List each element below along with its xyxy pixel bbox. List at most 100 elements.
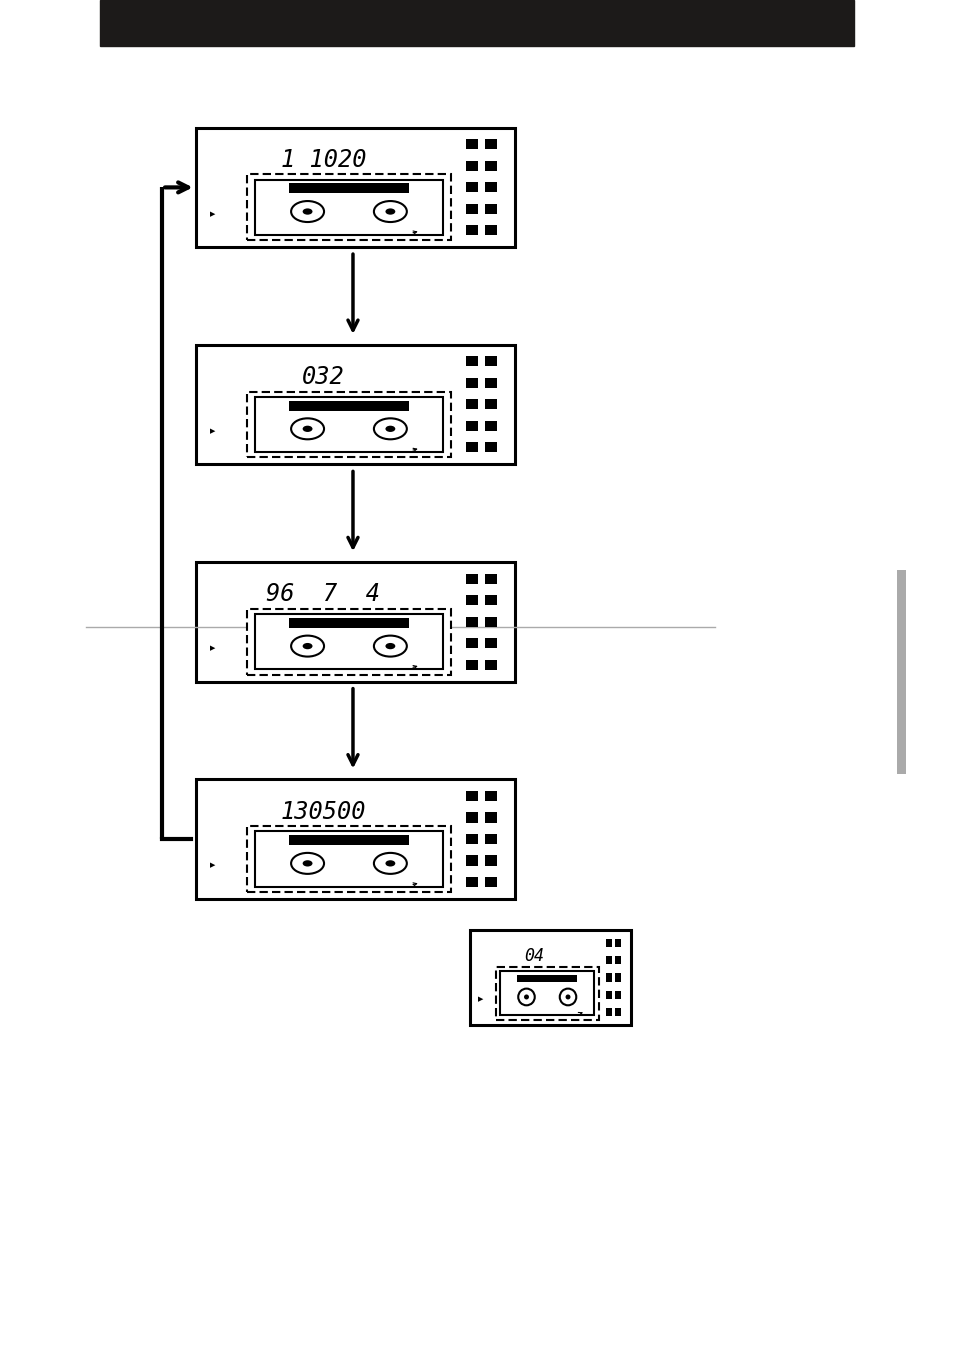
Bar [484, 139, 497, 149]
Text: 04: 04 [524, 947, 544, 966]
Bar [605, 940, 611, 948]
Bar [615, 990, 620, 998]
Text: ▶: ▶ [210, 862, 215, 869]
Bar [254, 614, 442, 669]
Ellipse shape [291, 418, 324, 439]
Bar [605, 956, 611, 964]
Bar [484, 834, 497, 845]
Bar [615, 956, 620, 964]
Bar [247, 391, 451, 458]
Text: ▶: ▶ [210, 428, 215, 435]
Bar [605, 974, 611, 982]
Ellipse shape [374, 853, 406, 873]
Bar [254, 397, 442, 452]
Bar [465, 573, 477, 584]
Bar [484, 812, 497, 823]
Ellipse shape [302, 860, 313, 866]
Text: ▶: ▶ [477, 995, 482, 1002]
Bar [289, 401, 409, 410]
Bar [465, 595, 477, 606]
Bar [247, 826, 451, 892]
Bar [289, 618, 409, 627]
Bar [484, 660, 497, 669]
Ellipse shape [523, 994, 528, 999]
Bar [517, 975, 577, 982]
Ellipse shape [385, 860, 395, 866]
Bar [484, 856, 497, 865]
Bar [465, 812, 477, 823]
Ellipse shape [385, 425, 395, 432]
Bar [484, 573, 497, 584]
Bar [465, 834, 477, 845]
Bar [100, 0, 853, 46]
Bar [465, 638, 477, 648]
Bar [484, 877, 497, 887]
Ellipse shape [302, 208, 313, 215]
Bar [465, 399, 477, 410]
Bar [465, 378, 477, 388]
Bar [465, 160, 477, 171]
Bar [465, 356, 477, 367]
Bar [484, 378, 497, 388]
Bar [484, 356, 497, 367]
Bar [605, 1008, 611, 1016]
Bar [465, 660, 477, 669]
Bar [484, 160, 497, 171]
Bar [465, 139, 477, 149]
Text: 96  7  4: 96 7 4 [266, 583, 380, 607]
Ellipse shape [291, 201, 324, 221]
Bar [195, 779, 515, 899]
Ellipse shape [374, 201, 406, 221]
Bar [247, 174, 451, 240]
Ellipse shape [291, 853, 324, 873]
Ellipse shape [565, 994, 570, 999]
Bar [254, 831, 442, 887]
Bar [615, 940, 620, 948]
Bar [195, 345, 515, 464]
Bar [484, 617, 497, 627]
Bar [465, 421, 477, 430]
Ellipse shape [559, 989, 576, 1005]
Bar [254, 179, 442, 235]
Bar [465, 443, 477, 452]
Bar [289, 183, 409, 193]
Bar [247, 608, 451, 675]
Bar [465, 225, 477, 235]
Bar [289, 835, 409, 845]
Bar [615, 1008, 620, 1016]
Bar [605, 990, 611, 998]
Bar [470, 930, 630, 1025]
Bar [484, 182, 497, 193]
Ellipse shape [374, 636, 406, 656]
Bar [484, 204, 497, 213]
Bar [465, 182, 477, 193]
Bar [465, 856, 477, 865]
Bar [484, 443, 497, 452]
Bar [195, 562, 515, 682]
Bar [465, 617, 477, 627]
Ellipse shape [302, 425, 313, 432]
Bar [195, 128, 515, 247]
Ellipse shape [385, 208, 395, 215]
Bar [896, 570, 905, 774]
Bar [484, 421, 497, 430]
Bar [615, 974, 620, 982]
Ellipse shape [291, 636, 324, 656]
Bar [465, 204, 477, 213]
Text: ▶: ▶ [210, 645, 215, 652]
Bar [484, 595, 497, 606]
Ellipse shape [302, 642, 313, 649]
Bar [484, 790, 497, 801]
Text: 130500: 130500 [280, 800, 366, 824]
Bar [484, 225, 497, 235]
Text: ▶: ▶ [210, 210, 215, 217]
Bar [496, 967, 598, 1020]
Text: 032: 032 [302, 365, 344, 390]
Bar [465, 790, 477, 801]
Ellipse shape [374, 418, 406, 439]
Ellipse shape [385, 642, 395, 649]
Bar [484, 638, 497, 648]
Bar [465, 877, 477, 887]
Text: 1 1020: 1 1020 [280, 148, 366, 172]
Bar [499, 971, 594, 1016]
